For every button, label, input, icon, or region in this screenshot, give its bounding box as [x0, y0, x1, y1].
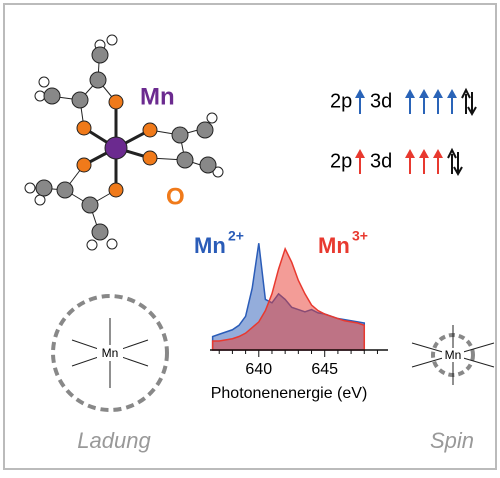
ion-label: Mn [102, 346, 119, 360]
oxygen-label: O [166, 183, 185, 210]
x-axis-label: Photonenenergie (eV) [211, 385, 368, 402]
figure: Mn O 2p 3d 2p 3d 640 645 Photonenenergie (eV)… [0, 0, 500, 473]
valence-level: 3d [370, 150, 392, 172]
series-name: Mn [318, 233, 350, 258]
core-level: 2p [330, 90, 352, 112]
valence-level: 3d [370, 90, 392, 112]
metal-label: Mn [140, 83, 175, 110]
ion-label: Mn [445, 348, 462, 362]
caption: Ladung [77, 428, 151, 453]
x-tick-label: 645 [311, 361, 338, 378]
x-tick-label: 640 [245, 361, 272, 378]
caption: Spin [430, 428, 474, 453]
series-charge: 2+ [228, 228, 244, 244]
series-name: Mn [194, 233, 226, 258]
series-charge: 3+ [352, 228, 368, 244]
core-level: 2p [330, 150, 352, 172]
